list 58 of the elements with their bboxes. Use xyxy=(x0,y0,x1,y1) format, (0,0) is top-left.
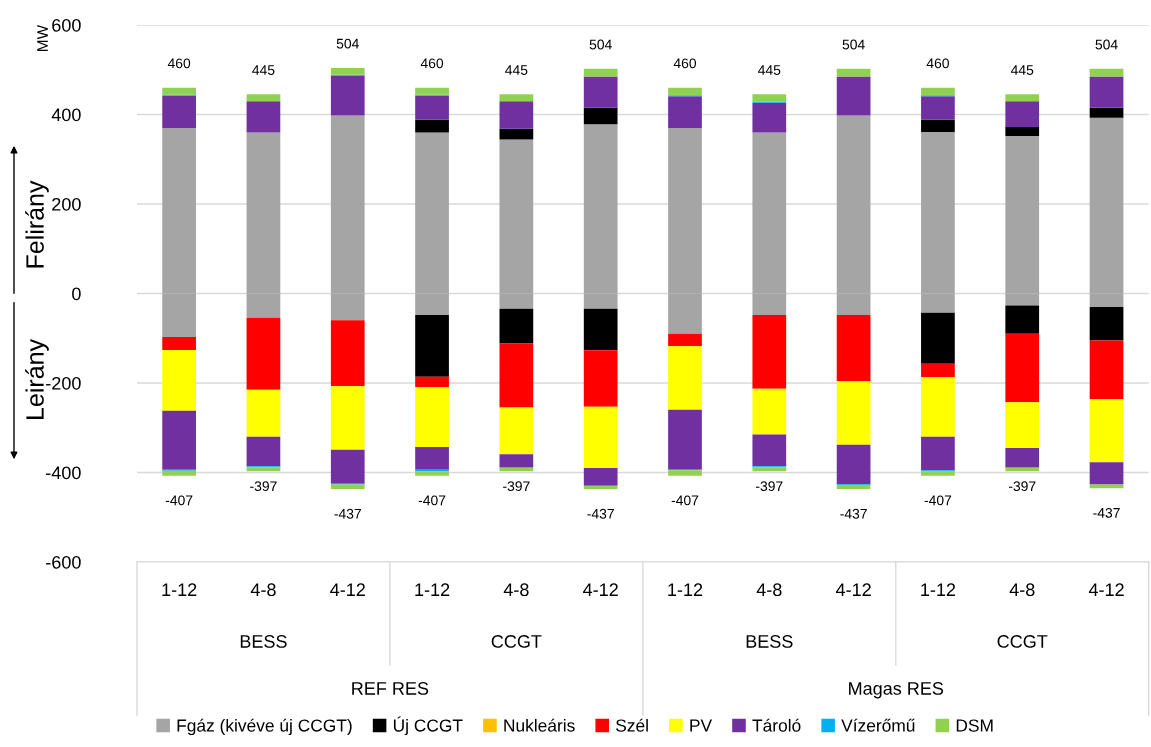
y-tick-label: 200 xyxy=(52,197,81,211)
text: 460 xyxy=(420,58,444,69)
text: -437 xyxy=(587,508,614,519)
text: -407 xyxy=(671,495,699,506)
x-tick-label: 1-12 xyxy=(668,583,703,596)
text: 460 xyxy=(673,58,697,69)
legend-label: Új CCGT xyxy=(393,716,463,736)
text: 504 xyxy=(842,39,865,50)
legend-label: Tároló xyxy=(752,718,801,732)
legend-label: Vízerőmű xyxy=(841,718,915,732)
text: Felirány xyxy=(25,180,49,268)
text: 460 xyxy=(167,58,191,69)
text: 445 xyxy=(505,65,528,75)
x-tick-label: 4-8 xyxy=(250,583,276,597)
y-tick-label: -400 xyxy=(46,466,81,480)
x-tick-label: 1-12 xyxy=(921,583,956,596)
text: BESS xyxy=(746,635,793,648)
x-tick-label: 4-12 xyxy=(330,583,365,596)
legend-label: Szél xyxy=(616,718,648,732)
text: CCGT xyxy=(997,635,1048,648)
text: 460 xyxy=(926,58,949,69)
legend-label: DSM xyxy=(956,719,993,732)
text: -437 xyxy=(334,508,361,519)
text: 445 xyxy=(1010,65,1034,75)
text: -437 xyxy=(1093,507,1120,518)
text: -397 xyxy=(1008,481,1036,492)
legend-label: Nukleáris xyxy=(504,718,575,732)
text: 504 xyxy=(1095,39,1118,50)
text: REF RES xyxy=(352,682,429,695)
y-tick-label: -600 xyxy=(46,555,81,569)
text: -407 xyxy=(418,495,446,506)
text: -407 xyxy=(165,495,193,506)
legend-label: PV xyxy=(690,719,713,732)
y-axis-title: MW xyxy=(37,25,48,51)
x-tick-label: 4-8 xyxy=(1009,583,1035,597)
x-tick-label: 4-12 xyxy=(1088,583,1124,596)
text: 504 xyxy=(589,39,612,50)
x-tick-label: 4-12 xyxy=(583,583,618,596)
x-tick-label: 1-12 xyxy=(162,583,197,596)
text: -437 xyxy=(840,508,867,519)
text: 504 xyxy=(336,38,359,49)
text: Magas RES xyxy=(849,682,944,699)
y-tick-label: 0 xyxy=(72,287,81,301)
text: -407 xyxy=(924,495,952,506)
legend-label: Fgáz (kivéve új CCGT) xyxy=(177,718,352,736)
text: CCGT xyxy=(491,635,542,648)
x-tick-label: 1-12 xyxy=(415,583,450,596)
text: -397 xyxy=(756,481,783,492)
text: -397 xyxy=(250,481,277,492)
text: BESS xyxy=(240,635,287,648)
x-tick-label: 4-8 xyxy=(756,583,782,597)
text: 445 xyxy=(758,65,781,75)
x-tick-label: 4-8 xyxy=(503,583,529,597)
y-tick-label: 400 xyxy=(51,108,81,122)
y-tick-label: 600 xyxy=(52,18,81,32)
text: -397 xyxy=(503,481,530,492)
text: 445 xyxy=(252,65,275,75)
x-tick-label: 4-12 xyxy=(835,583,871,596)
